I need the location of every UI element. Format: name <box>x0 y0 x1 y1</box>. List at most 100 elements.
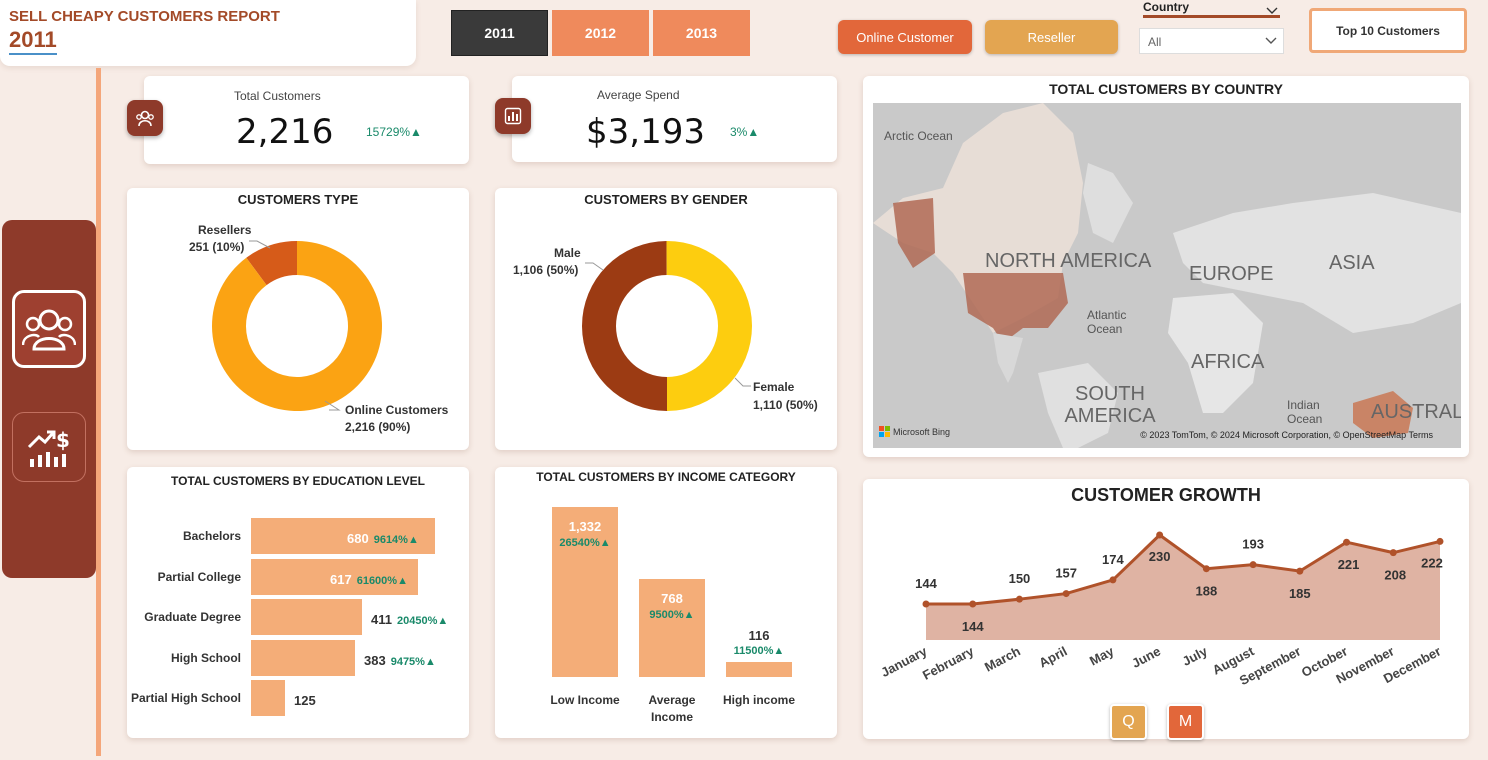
year-button-2011[interactable]: 2011 <box>451 10 548 56</box>
donut-slice-resellers[interactable] <box>246 241 297 286</box>
bar-delta-label: 26540%▲ <box>559 537 611 549</box>
bar-category-label: Graduate Degree <box>144 610 241 624</box>
year-button-2013[interactable]: 2013 <box>653 10 750 56</box>
donut-label-value: 2,216 (90%) <box>345 420 411 434</box>
growth-area <box>926 535 1440 640</box>
card-title: TOTAL CUSTOMERS BY COUNTRY <box>1049 81 1283 97</box>
card-title: TOTAL CUSTOMERS BY INCOME CATEGORY <box>536 470 796 484</box>
growth-value-label: 150 <box>1009 571 1031 586</box>
online-customer-button[interactable]: Online Customer <box>838 20 972 54</box>
customers-nav-icon[interactable] <box>12 290 86 368</box>
kpi-value: 2,216 <box>236 112 334 152</box>
map-region-label: SOUTH AMERICA <box>1064 383 1156 427</box>
donut-label-value: 1,106 (50%) <box>513 263 579 277</box>
country-filter-underline <box>1143 15 1280 18</box>
growth-month-label: May <box>1087 643 1117 668</box>
customers-kpi-icon <box>127 100 163 136</box>
growth-point[interactable] <box>969 600 977 608</box>
growth-value-label: 157 <box>1055 566 1077 581</box>
top-10-customers-button[interactable]: Top 10 Customers <box>1309 8 1467 53</box>
report-title-card: SELL CHEAPY CUSTOMERS REPORT 2011 <box>0 0 416 66</box>
bing-logo: Microsoft Bing <box>879 426 950 437</box>
growth-point[interactable] <box>922 600 930 608</box>
bar-chart-kpi-icon <box>495 98 531 134</box>
growth-line <box>926 533 1441 606</box>
growth-point[interactable] <box>1202 565 1210 573</box>
bar-value-label: 617 <box>330 571 352 587</box>
bar-value-label: 411 <box>371 612 392 627</box>
navigation-panel: $ <box>2 220 96 578</box>
year-button-2012[interactable]: 2012 <box>552 10 649 56</box>
report-year: 2011 <box>9 27 57 55</box>
growth-month-label: July <box>1180 643 1211 669</box>
growth-value-label: 185 <box>1289 586 1311 601</box>
education-bar[interactable] <box>251 518 435 554</box>
income-bar[interactable] <box>552 507 618 677</box>
growth-point[interactable] <box>1015 595 1023 603</box>
bar-delta-label: 20450%▲ <box>396 615 449 627</box>
education-bar[interactable] <box>251 680 285 716</box>
growth-point[interactable] <box>1436 537 1444 545</box>
bar-value-label: 680 <box>347 531 369 546</box>
total-customers-kpi-card: Total Customers 2,216 15729%▲ <box>144 76 469 164</box>
growth-value-label: 221 <box>1338 557 1360 572</box>
bar-category-label: Low Income <box>550 693 620 707</box>
growth-point[interactable] <box>1296 567 1304 575</box>
sales-growth-nav-icon[interactable]: $ <box>12 412 86 482</box>
bar-category-label: High income <box>722 693 795 707</box>
world-map-shapes <box>873 103 1461 448</box>
growth-value-label: 208 <box>1384 568 1406 583</box>
map-ocean-label: Indian Ocean <box>1287 398 1323 426</box>
map-region-label: EUROPE <box>1189 263 1274 285</box>
growth-point[interactable] <box>1062 590 1070 598</box>
bar-delta-label: 9500%▲ <box>649 609 695 621</box>
customers-type-card: CUSTOMERS TYPE Resellers 251 (10%) Onlin… <box>127 188 469 450</box>
income-bar[interactable] <box>639 579 705 677</box>
growth-value-label: 174 <box>1102 552 1124 567</box>
bar-category-label: High School <box>171 650 241 665</box>
country-dropdown[interactable]: All <box>1139 28 1284 54</box>
quarter-drill-button[interactable]: Q <box>1110 704 1147 740</box>
month-drill-button[interactable]: M <box>1167 704 1204 740</box>
growth-point[interactable] <box>1156 531 1164 539</box>
donut-slice-male[interactable] <box>581 241 667 412</box>
growth-point[interactable] <box>1389 549 1397 557</box>
growth-value-label: 222 <box>1421 555 1443 570</box>
growth-month-label: April <box>1036 643 1069 670</box>
education-bar[interactable] <box>251 639 355 676</box>
growth-point[interactable] <box>1343 538 1351 546</box>
bar-delta-label: 9475%▲ <box>390 655 436 668</box>
report-title: SELL CHEAPY CUSTOMERS REPORT <box>9 8 280 25</box>
bar-category-label: Partial College <box>157 569 241 584</box>
donut-label-category: Resellers <box>198 223 252 237</box>
education-bar[interactable] <box>251 599 362 635</box>
bar-value-label: 768 <box>661 591 683 606</box>
map-attribution[interactable]: © 2023 TomTom, © 2024 Microsoft Corporat… <box>1140 430 1433 440</box>
map-ocean-label: Arctic Ocean <box>884 129 953 143</box>
kpi-label: Total Customers <box>234 89 321 103</box>
education-bar[interactable] <box>251 558 418 595</box>
bar-category-label: Bachelors <box>182 529 241 543</box>
country-dropdown-value: All <box>1148 35 1162 49</box>
map-region-label: AUSTRALI <box>1371 401 1461 423</box>
growth-value-label: 230 <box>1149 549 1171 564</box>
growth-point[interactable] <box>1249 561 1257 569</box>
donut-label-value: 251 (10%) <box>189 240 245 254</box>
donut-slice-online-customers[interactable] <box>211 241 382 411</box>
donut-slice-female[interactable] <box>666 241 752 411</box>
customer-growth-chart: 144January144February150March157April174… <box>878 531 1444 688</box>
donut-label-category: Female <box>753 380 795 394</box>
income-bar[interactable] <box>726 662 792 677</box>
chevron-down-icon[interactable] <box>1266 1 1278 20</box>
bar-value-label: 116 <box>748 628 770 643</box>
growth-point[interactable] <box>1109 576 1117 584</box>
world-map[interactable]: Arctic Ocean NORTH AMERICA EUROPE ASIA A… <box>873 103 1461 448</box>
customers-type-donut <box>211 240 382 411</box>
reseller-button[interactable]: Reseller <box>985 20 1118 54</box>
donut-label-category: Online Customers <box>345 403 449 417</box>
card-title: TOTAL CUSTOMERS BY EDUCATION LEVEL <box>170 474 426 488</box>
customer-growth-card: CUSTOMER GROWTH 144 January 144 February 150… <box>863 479 1469 739</box>
bar-category-label: Partial High School <box>130 691 241 705</box>
growth-month-label: March <box>982 643 1023 674</box>
growth-value-label: 144 <box>915 576 937 591</box>
